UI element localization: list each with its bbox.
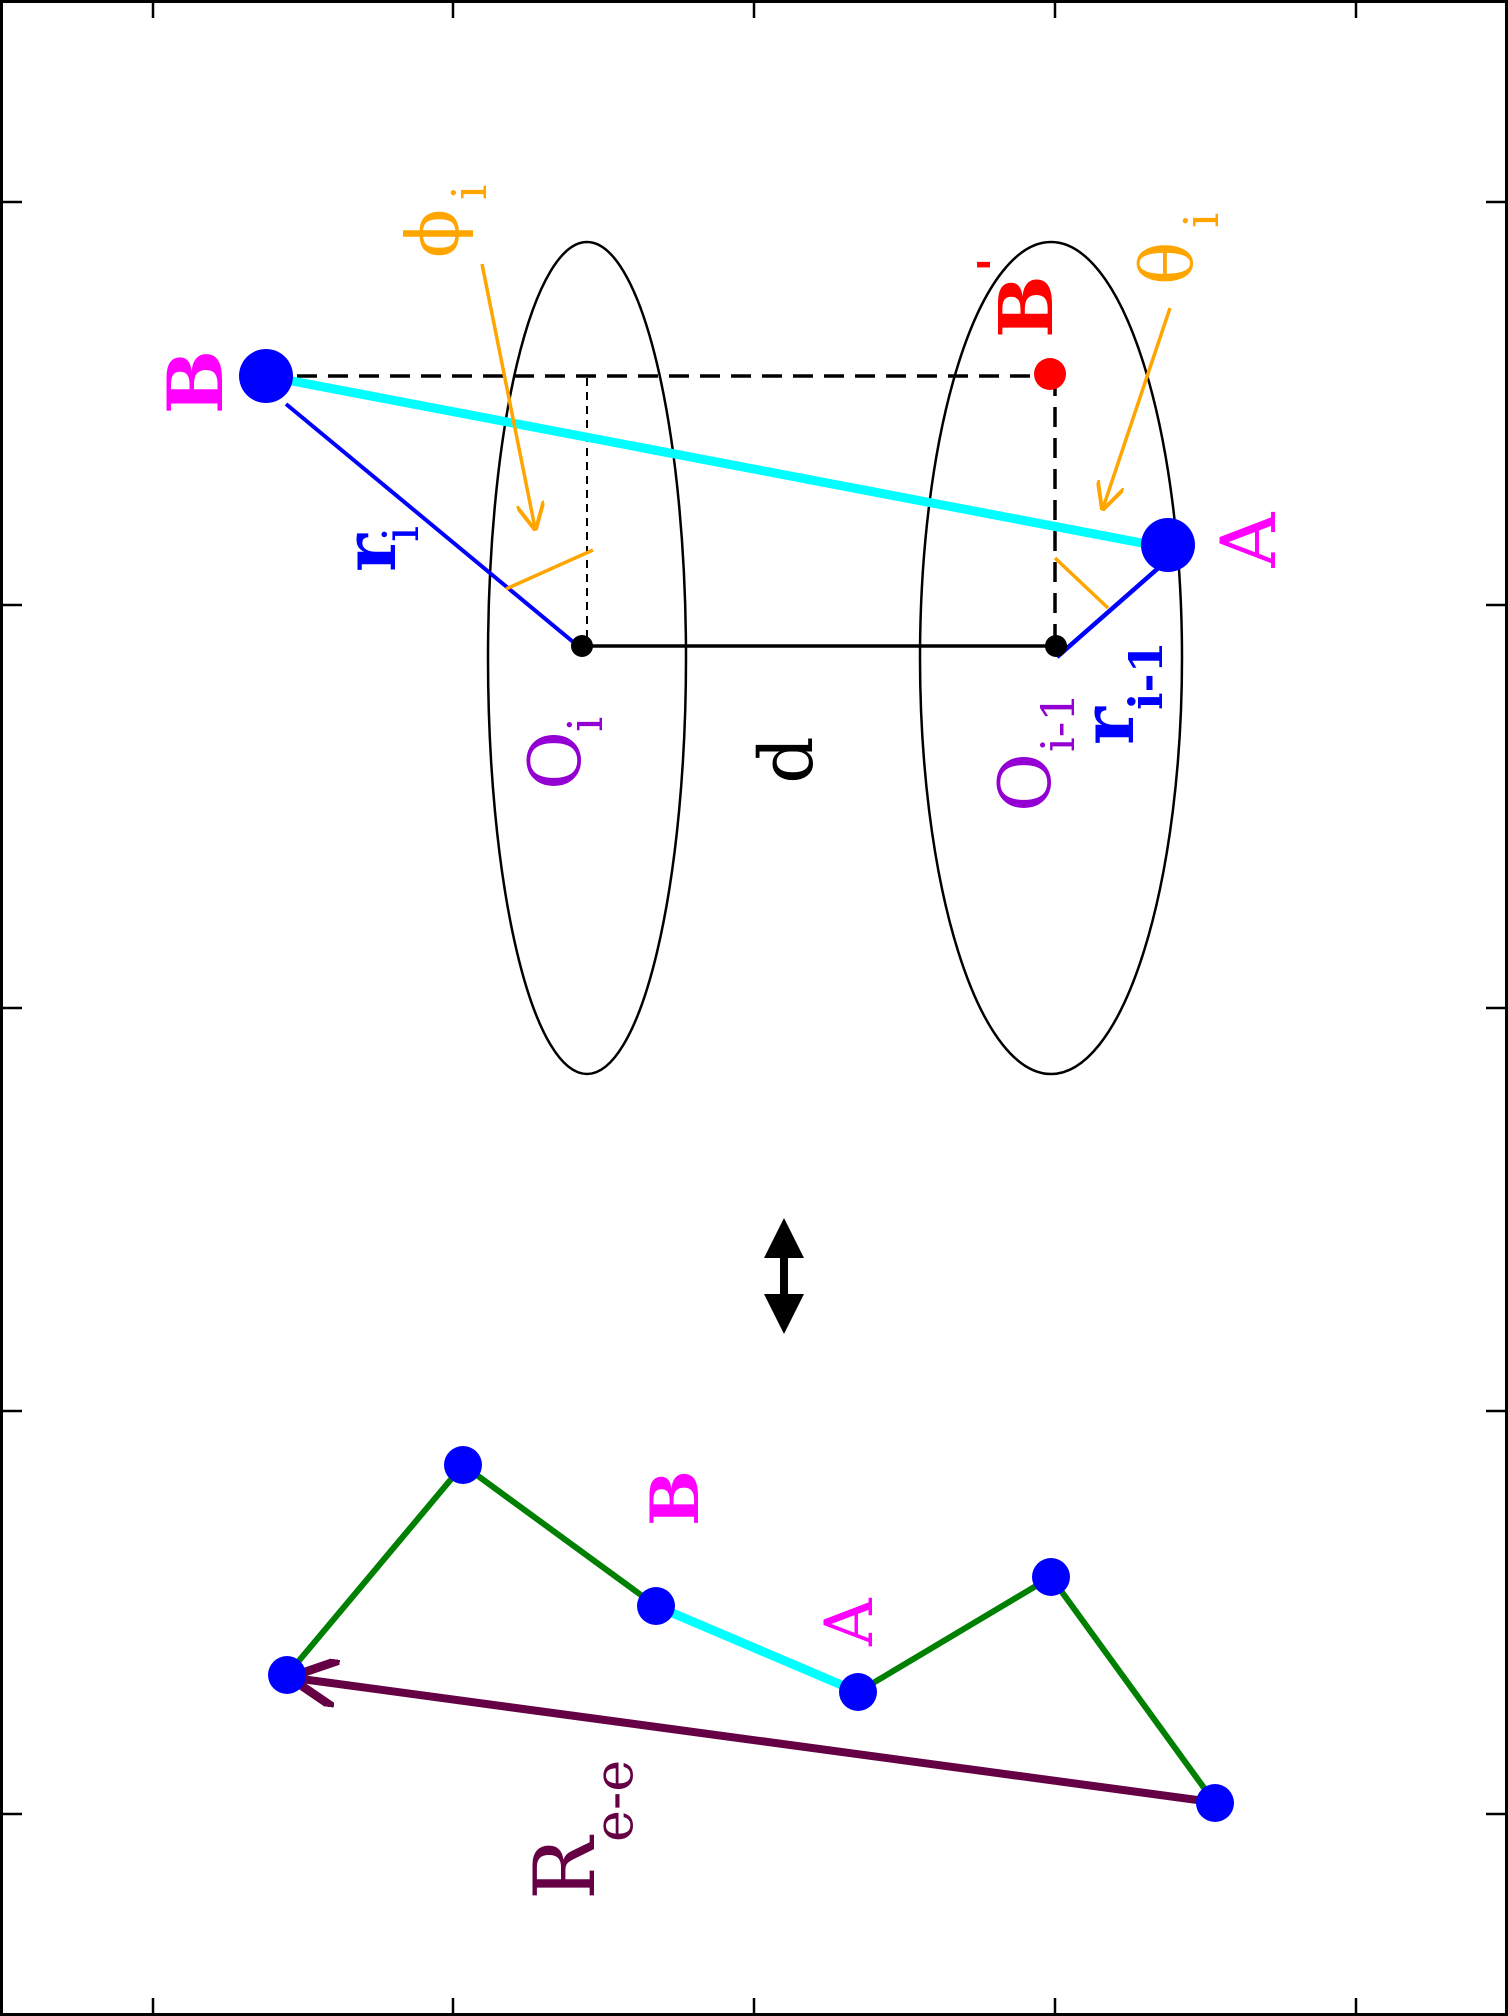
label-theta-sub: i [1174, 213, 1230, 228]
plane-ellipse-i [486, 240, 688, 1076]
chain-cyan-bond [654, 1601, 860, 1697]
bond-a-b-cyan [265, 371, 1169, 553]
chain-node-1 [268, 1656, 306, 1694]
chain-node-5 [1032, 1558, 1070, 1596]
point-b [239, 349, 293, 403]
polymer-chain [268, 1446, 1234, 1822]
label-r-i: r [327, 533, 412, 572]
origin-o-i-minus-1 [1045, 635, 1067, 657]
labels: B A r i O i d O i-1 r i-1 ϕ i θ i B ' B … [151, 185, 1293, 1900]
bond-r-i-minus-1 [1055, 554, 1174, 659]
phi-pointer-arrow [480, 263, 535, 528]
label-b: B [151, 350, 240, 414]
label-o-i-sub: i [558, 717, 614, 732]
plane-ellipse-i-minus-1 [918, 240, 1184, 1076]
origin-o-i [571, 635, 593, 657]
end-to-end-vector [294, 1678, 1213, 1806]
angle-theta-mark [1053, 556, 1110, 610]
chain-node-6 [1196, 1784, 1234, 1822]
label-b-prime-mark: ' [968, 257, 1024, 272]
label-phi: ϕ [391, 209, 475, 258]
label-phi-sub: i [442, 185, 498, 200]
label-chain-b: B [636, 1470, 714, 1526]
bond-r-i [284, 402, 580, 648]
label-o-i-minus-1: O [983, 753, 1067, 812]
label-chain-a: A [811, 1597, 888, 1647]
angle-phi-mark [505, 548, 594, 591]
label-r-i-sub: i [372, 526, 430, 542]
chain-node-4 [839, 1673, 877, 1711]
point-a [1141, 518, 1195, 572]
theta-pointer-arrow [1103, 307, 1172, 508]
label-a: A [1204, 511, 1293, 568]
label-d: d [744, 736, 830, 783]
label-r-i-minus-1-sub: i-1 [1119, 641, 1173, 710]
label-r-e-e: R [516, 1834, 614, 1900]
label-b-prime: B [984, 275, 1070, 338]
label-r-i-minus-1: r [1065, 706, 1150, 745]
label-r-e-e-sub: e-e [582, 1760, 645, 1842]
label-theta: θ [1125, 242, 1209, 285]
point-b-prime [1034, 358, 1066, 390]
label-o-i: O [513, 731, 597, 790]
chain-node-3 [637, 1587, 675, 1625]
chain-green-right [856, 1573, 1218, 1805]
chain-node-2 [444, 1446, 482, 1484]
label-o-i-minus-1-sub: i-1 [1031, 692, 1085, 752]
chain-green-left [284, 1460, 658, 1677]
